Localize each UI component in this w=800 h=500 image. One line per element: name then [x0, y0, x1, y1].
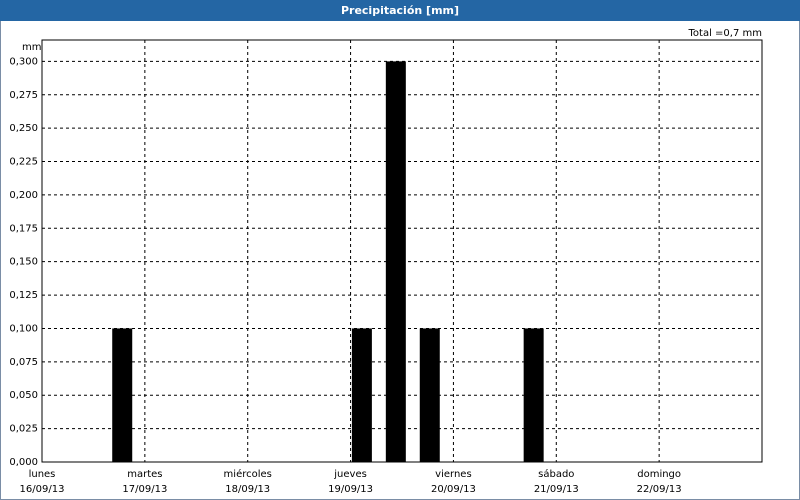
- y-tick-label: 0,025: [9, 424, 38, 435]
- bar: [112, 328, 133, 462]
- x-tick-date: 21/09/13: [534, 484, 579, 495]
- x-tick-date: 17/09/13: [122, 484, 167, 495]
- x-tick-label: miércoles: [224, 468, 272, 480]
- bar: [419, 328, 440, 462]
- y-tick-label: 0,300: [9, 56, 38, 67]
- y-tick-label: 0,150: [9, 257, 38, 268]
- y-tick-label: 0,175: [9, 223, 38, 234]
- y-tick-label: 0,225: [9, 157, 38, 168]
- bar: [351, 328, 372, 462]
- x-tick-date: 22/09/13: [637, 484, 682, 495]
- y-tick-label: 0,050: [9, 390, 38, 401]
- x-tick-date: 19/09/13: [328, 484, 373, 495]
- annotation: Total =0,7 mm: [688, 28, 762, 39]
- y-tick-label: 0,125: [9, 290, 38, 301]
- x-tick-label: sábado: [538, 468, 574, 480]
- x-tick-date: 18/09/13: [225, 484, 270, 495]
- title-bar: [0, 0, 800, 21]
- x-tick-label: domingo: [637, 469, 681, 480]
- chart-title: Precipitación [mm]: [341, 4, 459, 17]
- x-tick-label: martes: [127, 469, 162, 480]
- y-tick-label: 0,000: [9, 457, 38, 468]
- y-tick-label: 0,075: [9, 357, 38, 368]
- y-axis-label: mm: [22, 42, 41, 53]
- y-tick-label: 0,250: [9, 123, 38, 134]
- y-tick-label: 0,100: [9, 323, 38, 334]
- y-tick-label: 0,275: [9, 90, 38, 101]
- x-tick-date: 20/09/13: [431, 484, 476, 495]
- x-tick-label: viernes: [435, 469, 471, 480]
- bar: [385, 61, 406, 462]
- y-tick-label: 0,200: [9, 190, 38, 201]
- x-tick-date: 16/09/13: [20, 484, 65, 495]
- bar: [523, 328, 544, 462]
- x-tick-label: lunes: [29, 469, 56, 480]
- x-tick-label: jueves: [333, 469, 367, 480]
